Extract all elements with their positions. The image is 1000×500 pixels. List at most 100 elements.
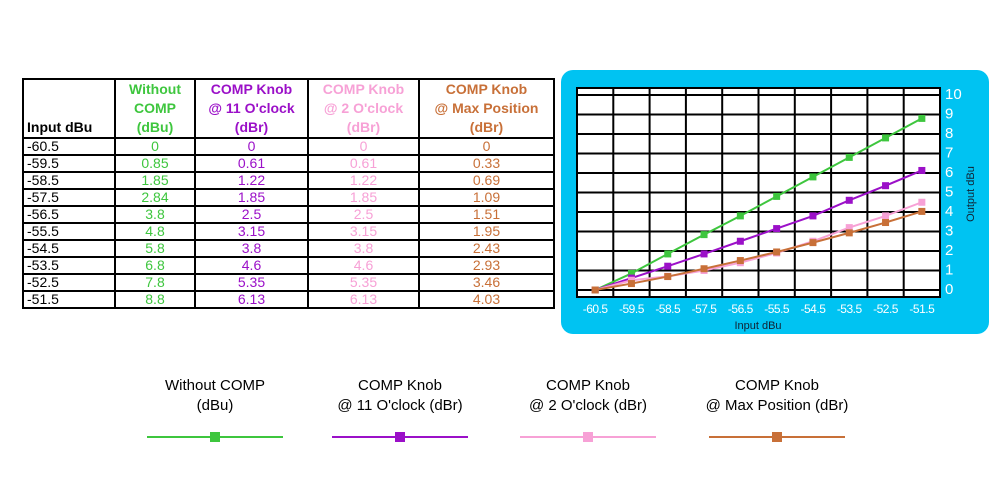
column-header: COMP Knob @ 2 O'clock (dBr): [307, 78, 420, 139]
table-cell: 3.8: [307, 239, 420, 258]
table-cell: 1.85: [114, 171, 196, 190]
data-point: [627, 280, 635, 288]
table-cell: 0.69: [418, 171, 555, 190]
data-point: [627, 269, 635, 277]
y-tick-label: 5: [945, 183, 953, 200]
table-cell: 6.13: [194, 290, 309, 309]
table-cell: 2.84: [114, 188, 196, 207]
y-axis-title: Output dBu: [965, 166, 977, 222]
table-cell: 1.85: [194, 188, 309, 207]
table-cell: -51.5: [22, 290, 116, 309]
table-cell: 1.22: [307, 171, 420, 190]
table-cell: 1.95: [418, 222, 555, 241]
data-point: [700, 231, 708, 239]
data-point: [918, 198, 926, 206]
data-point: [918, 207, 926, 215]
chart: Input dBu Output dBu 0 1 2 3 4 5 6 7 8 9 10 -60.5 -5…: [561, 70, 989, 334]
table-cell: 5.8: [114, 239, 196, 258]
table-cell: 1.09: [418, 188, 555, 207]
data-point: [773, 192, 781, 200]
y-tick-label: 0: [945, 281, 953, 298]
table-cell: 0: [114, 137, 196, 156]
table-cell: -56.5: [22, 205, 116, 224]
table-cell: 5.35: [307, 273, 420, 292]
y-tick-label: 4: [945, 203, 953, 220]
table-cell: 0: [307, 137, 420, 156]
y-tick-label: 10: [945, 86, 962, 103]
y-tick-label: 2: [945, 242, 953, 259]
data-point: [591, 286, 599, 294]
table-cell: 5.35: [194, 273, 309, 292]
x-tick-label: -57.5: [692, 302, 718, 316]
table-cell: -55.5: [22, 222, 116, 241]
data-point: [918, 166, 926, 174]
table-cell: 2.43: [418, 239, 555, 258]
table-cell: 0: [418, 137, 555, 156]
y-tick-label: 8: [945, 125, 953, 142]
data-point: [773, 248, 781, 256]
x-tick-label: -60.5: [583, 302, 609, 316]
table-cell: 6.13: [307, 290, 420, 309]
y-tick-label: 6: [945, 164, 953, 181]
table-cell: 4.03: [418, 290, 555, 309]
table-cell: 3.15: [307, 222, 420, 241]
data-point: [845, 229, 853, 237]
series-line: [594, 169, 923, 291]
table-cell: -52.5: [22, 273, 116, 292]
legend-swatch: [709, 432, 845, 442]
data-point: [664, 273, 672, 281]
table-cell: 0.33: [418, 154, 555, 173]
table-cell: 1.22: [194, 171, 309, 190]
x-tick-label: -54.5: [801, 302, 827, 316]
table-cell: 2.5: [307, 205, 420, 224]
series-line: [594, 201, 923, 291]
table-cell: 0.61: [307, 154, 420, 173]
y-tick-label: 7: [945, 144, 953, 161]
data-point: [882, 182, 890, 190]
column-header: COMP Knob @ 11 O'clock (dBr): [194, 78, 309, 139]
x-tick-label: -58.5: [655, 302, 681, 316]
data-point: [664, 250, 672, 258]
data-point: [809, 173, 817, 181]
table-cell: 2.5: [194, 205, 309, 224]
data-point: [845, 153, 853, 161]
data-point: [664, 262, 672, 270]
table-cell: -53.5: [22, 256, 116, 275]
table-cell: 8.8: [114, 290, 196, 309]
table-cell: 3.8: [194, 239, 309, 258]
legend-swatch: [520, 432, 656, 442]
column-header: Without COMP (dBu): [114, 78, 196, 139]
y-tick-label: 1: [945, 261, 953, 278]
table-cell: 4.8: [114, 222, 196, 241]
table-cell: 1.51: [418, 205, 555, 224]
data-point: [736, 212, 744, 220]
table-cell: 7.8: [114, 273, 196, 292]
x-tick-label: -51.5: [909, 302, 935, 316]
legend-swatch: [332, 432, 468, 442]
data-point: [882, 212, 890, 220]
data-point: [736, 257, 744, 265]
data-point: [845, 196, 853, 204]
data-point: [809, 239, 817, 247]
table-cell: 2.93: [418, 256, 555, 275]
table-cell: -58.5: [22, 171, 116, 190]
legend-label: COMP Knob @ 11 O'clock (dBr): [337, 377, 463, 414]
x-tick-label: -56.5: [728, 302, 754, 316]
table-cell: 0.61: [194, 154, 309, 173]
table-cell: 4.6: [194, 256, 309, 275]
table-cell: 1.85: [307, 188, 420, 207]
table-cell: 0: [194, 137, 309, 156]
y-tick-label: 3: [945, 222, 953, 239]
table-cell: 3.46: [418, 273, 555, 292]
data-point: [882, 219, 890, 227]
legend-label: COMP Knob @ 2 O'clock (dBr): [528, 377, 648, 414]
column-header: Input dBu: [22, 78, 116, 139]
legend-label: Without COMP (dBu): [164, 377, 266, 414]
x-tick-label: -52.5: [873, 302, 899, 316]
table-cell: -54.5: [22, 239, 116, 258]
y-tick-label: 9: [945, 105, 953, 122]
table-cell: 4.6: [307, 256, 420, 275]
data-point: [845, 224, 853, 232]
data-point: [736, 237, 744, 245]
x-tick-label: -55.5: [764, 302, 790, 316]
